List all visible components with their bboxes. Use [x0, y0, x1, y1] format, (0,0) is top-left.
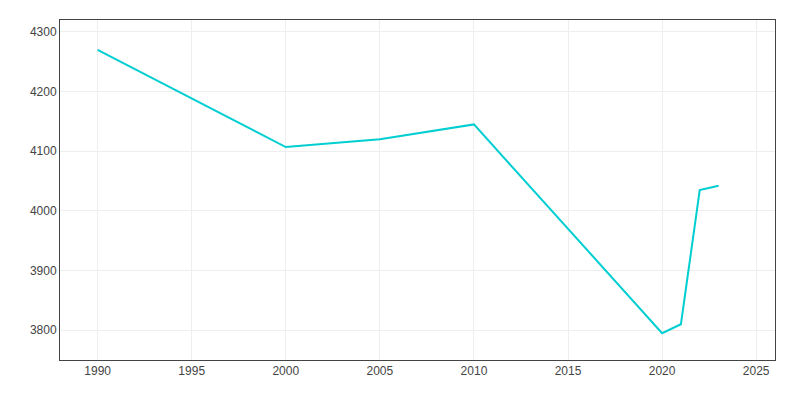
svg-text:4100: 4100 [30, 144, 57, 158]
svg-text:2020: 2020 [649, 364, 676, 378]
svg-text:4000: 4000 [30, 204, 57, 218]
svg-text:4200: 4200 [30, 85, 57, 99]
svg-text:1990: 1990 [84, 364, 111, 378]
svg-text:2005: 2005 [367, 364, 394, 378]
svg-text:1995: 1995 [178, 364, 205, 378]
svg-text:2000: 2000 [272, 364, 299, 378]
svg-text:3900: 3900 [30, 264, 57, 278]
svg-text:2010: 2010 [461, 364, 488, 378]
svg-text:2015: 2015 [555, 364, 582, 378]
svg-text:4300: 4300 [30, 25, 57, 39]
svg-text:3800: 3800 [30, 323, 57, 337]
svg-text:2025: 2025 [743, 364, 770, 378]
